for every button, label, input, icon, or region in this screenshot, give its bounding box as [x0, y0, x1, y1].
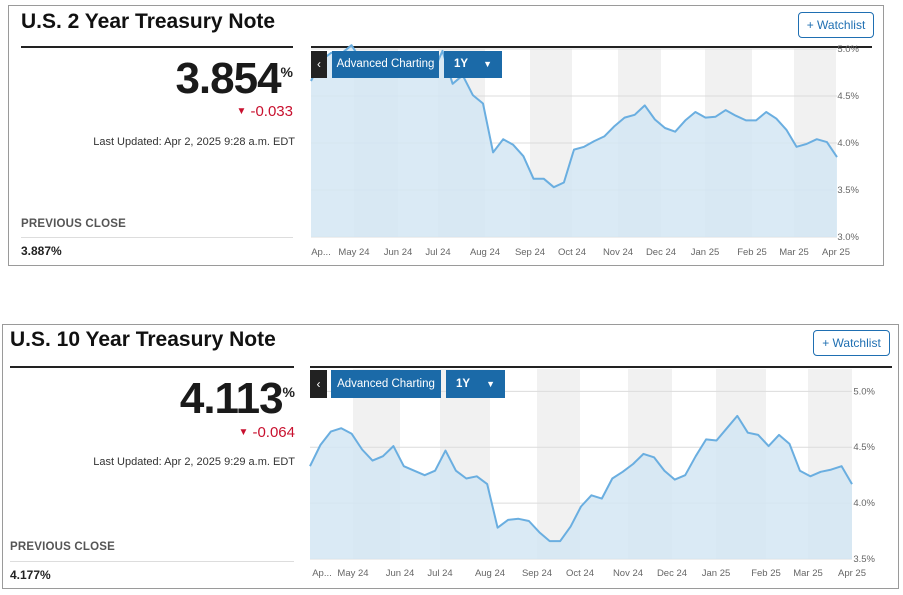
y-tick-label: 3.5%	[853, 554, 875, 565]
x-tick-label: Jan 25	[702, 568, 731, 579]
card-title: U.S. 2 Year Treasury Note	[21, 10, 276, 33]
y-tick-label: 3.0%	[837, 232, 859, 243]
x-tick-label: Apr 25	[822, 247, 850, 258]
last-updated: Last Updated: Apr 2, 2025 9:28 a.m. EDT	[93, 136, 295, 148]
last-updated: Last Updated: Apr 2, 2025 9:29 a.m. EDT	[93, 456, 295, 468]
current-yield: 3.854%	[175, 54, 293, 104]
yield-change-value: -0.064	[252, 424, 295, 441]
advanced-charting-button[interactable]: Advanced Charting	[332, 51, 439, 78]
yield-unit: %	[282, 384, 295, 400]
x-tick-label: Aug 24	[475, 568, 505, 579]
x-tick-label: Dec 24	[657, 568, 687, 579]
yield-change: ▼ -0.064	[239, 424, 295, 441]
x-tick-label: Mar 25	[793, 568, 823, 579]
down-triangle-icon: ▼	[236, 106, 247, 117]
x-tick-label: Feb 25	[737, 247, 767, 258]
current-yield: 4.113%	[180, 374, 295, 424]
title-divider	[10, 366, 294, 368]
time-range-dropdown[interactable]: 1Y ▼	[446, 370, 505, 398]
x-tick-label: Dec 24	[646, 247, 676, 258]
x-tick-label: Jan 25	[691, 247, 720, 258]
data-points	[309, 415, 853, 542]
x-tick-label: May 24	[338, 247, 369, 258]
treasury-card-10yr: U.S. 10 Year Treasury Note + Watchlist 4…	[2, 324, 899, 589]
x-tick-label: Oct 24	[558, 247, 586, 258]
chevron-down-icon: ▼	[483, 59, 492, 69]
time-range-label: 1Y	[456, 378, 471, 390]
previous-close-value: 4.177%	[10, 568, 51, 582]
yield-value: 4.113	[179, 374, 284, 423]
x-tick-label: May 24	[337, 568, 368, 579]
y-tick-label: 4.5%	[853, 442, 875, 453]
chevron-left-icon: ‹	[317, 57, 321, 71]
chevron-down-icon: ▼	[486, 379, 495, 389]
time-range-dropdown[interactable]: 1Y ▼	[444, 51, 502, 78]
x-tick-label: Nov 24	[613, 568, 643, 579]
y-tick-label: 4.0%	[853, 498, 875, 509]
chart-top-divider	[310, 366, 892, 368]
series-area	[311, 45, 837, 238]
previous-close-label: PREVIOUS CLOSE	[21, 218, 127, 230]
yield-value: 3.854	[175, 54, 281, 103]
chart-top-divider	[311, 46, 872, 48]
y-tick-label: 3.5%	[837, 185, 859, 196]
down-triangle-icon: ▼	[238, 427, 249, 438]
previous-close-divider	[21, 237, 293, 238]
x-tick-label: Jun 24	[384, 247, 413, 258]
previous-close-value: 3.887%	[21, 244, 62, 258]
previous-close-divider	[10, 561, 294, 562]
x-tick-label: Sep 24	[522, 568, 552, 579]
x-tick-label: Feb 25	[751, 568, 781, 579]
y-tick-label: 5.0%	[853, 386, 875, 397]
x-tick-label: Jul 24	[425, 247, 450, 258]
yield-chart-10yr: 5.0% 4.5% 4.0% 3.5% Ap... May 24 Jun 24 Jul 24 A…	[309, 369, 876, 579]
x-tick-label: Nov 24	[603, 247, 633, 258]
y-tick-label: 4.5%	[837, 91, 859, 102]
yield-chart-2yr: 5.0% 4.5% 4.0% 3.5% 3.0% Ap... May 24 Jun 24 Jul…	[310, 44, 860, 258]
collapse-toolbar-button[interactable]: ‹	[310, 370, 327, 398]
x-tick-label: Ap...	[312, 568, 332, 579]
add-to-watchlist-button[interactable]: + Watchlist	[798, 12, 874, 38]
x-tick-label: Mar 25	[779, 247, 809, 258]
chevron-left-icon: ‹	[316, 377, 321, 391]
yield-unit: %	[280, 64, 293, 80]
card-title: U.S. 10 Year Treasury Note	[10, 328, 276, 351]
advanced-charting-button[interactable]: Advanced Charting	[331, 370, 441, 398]
x-tick-label: Sep 24	[515, 247, 545, 258]
time-range-label: 1Y	[454, 58, 469, 70]
x-tick-label: Jul 24	[427, 568, 452, 579]
previous-close-label: PREVIOUS CLOSE	[10, 541, 116, 553]
x-tick-label: Ap...	[311, 247, 331, 258]
x-tick-label: Oct 24	[566, 568, 594, 579]
treasury-card-2yr: U.S. 2 Year Treasury Note + Watchlist 3.…	[8, 5, 884, 266]
y-tick-label: 4.0%	[837, 138, 859, 149]
y-tick-label: 5.0%	[837, 44, 859, 55]
collapse-toolbar-button[interactable]: ‹	[311, 51, 327, 78]
title-divider	[21, 46, 293, 48]
x-tick-label: Apr 25	[838, 568, 866, 579]
yield-change-value: -0.033	[250, 103, 293, 120]
x-tick-label: Jun 24	[386, 568, 415, 579]
yield-change: ▼ -0.033	[237, 103, 293, 120]
x-tick-label: Aug 24	[470, 247, 500, 258]
add-to-watchlist-button[interactable]: + Watchlist	[813, 330, 890, 356]
